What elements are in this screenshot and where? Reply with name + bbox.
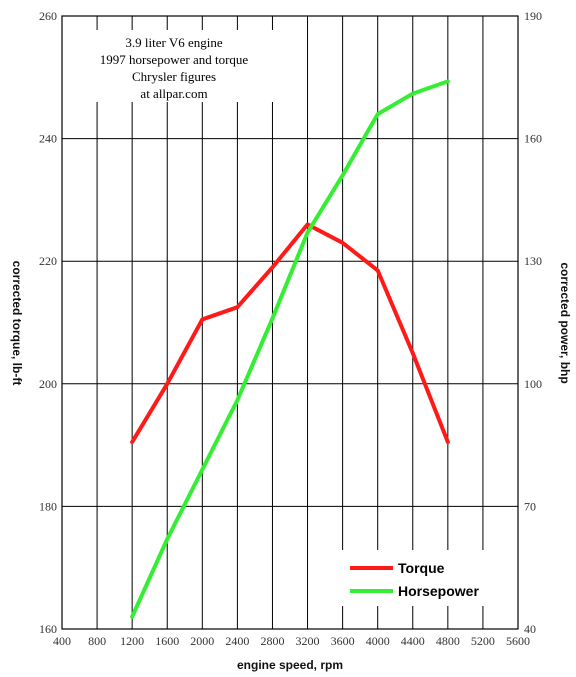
- right-tick-label: 130: [524, 254, 542, 268]
- plot-background: [62, 16, 518, 629]
- legend: Torque Horsepower: [342, 550, 492, 606]
- series-line-torque: [130, 222, 450, 445]
- x-tick-label: 800: [88, 634, 106, 648]
- x-tick-label: 5600: [506, 634, 530, 648]
- x-tick-label: 400: [53, 634, 71, 648]
- chart-annotation: 3.9 liter V6 engine 1997 horsepower and …: [75, 30, 275, 102]
- annotation-line-3: Chrysler figures: [132, 69, 216, 84]
- left-axis-ticks: 160 180 200 220 240 260: [39, 9, 57, 636]
- x-tick-label: 1200: [120, 634, 144, 648]
- series-line-horsepower: [130, 79, 450, 619]
- annotation-background: [75, 30, 275, 102]
- x-tick-label: 4400: [401, 634, 425, 648]
- left-tick-label: 200: [39, 377, 57, 391]
- right-tick-label: 70: [524, 499, 536, 513]
- x-axis-title: engine speed, rpm: [237, 658, 343, 672]
- x-tick-label: 1600: [155, 634, 179, 648]
- legend-label-torque: Torque: [398, 560, 445, 576]
- series-lines: [130, 79, 450, 619]
- left-tick-label: 240: [39, 132, 57, 146]
- x-tick-label: 2400: [225, 634, 249, 648]
- annotation-line-2: 1997 horsepower and torque: [100, 52, 249, 67]
- x-tick-label: 2800: [260, 634, 284, 648]
- left-tick-label: 180: [39, 499, 57, 513]
- left-tick-label: 160: [39, 622, 57, 636]
- left-tick-label: 260: [39, 9, 57, 23]
- right-tick-label: 190: [524, 9, 542, 23]
- right-axis-ticks: 40 70 100 130 160 190: [524, 9, 542, 636]
- x-tick-label: 3600: [331, 634, 355, 648]
- plot-border: [61, 15, 519, 630]
- legend-background: [342, 550, 492, 606]
- right-tick-label: 40: [524, 622, 536, 636]
- annotation-line-1: 3.9 liter V6 engine: [125, 35, 222, 50]
- left-tick-label: 220: [39, 254, 57, 268]
- x-tick-label: 3200: [296, 634, 320, 648]
- x-tick-label: 4000: [366, 634, 390, 648]
- annotation-line-4: at allpar.com: [140, 86, 207, 101]
- x-tick-label: 2000: [190, 634, 214, 648]
- right-axis-title: corrected power, bhp: [558, 262, 572, 383]
- x-axis-ticks: 400 800 1200 1600 2000 2400 2800 3200 3600 4000 44…: [53, 634, 530, 648]
- left-axis-title: corrected torque, lb-ft: [10, 261, 24, 386]
- right-tick-label: 100: [524, 377, 542, 391]
- right-tick-label: 160: [524, 132, 542, 146]
- x-tick-label: 5200: [471, 634, 495, 648]
- x-tick-label: 4800: [436, 634, 460, 648]
- legend-label-horsepower: Horsepower: [398, 583, 479, 599]
